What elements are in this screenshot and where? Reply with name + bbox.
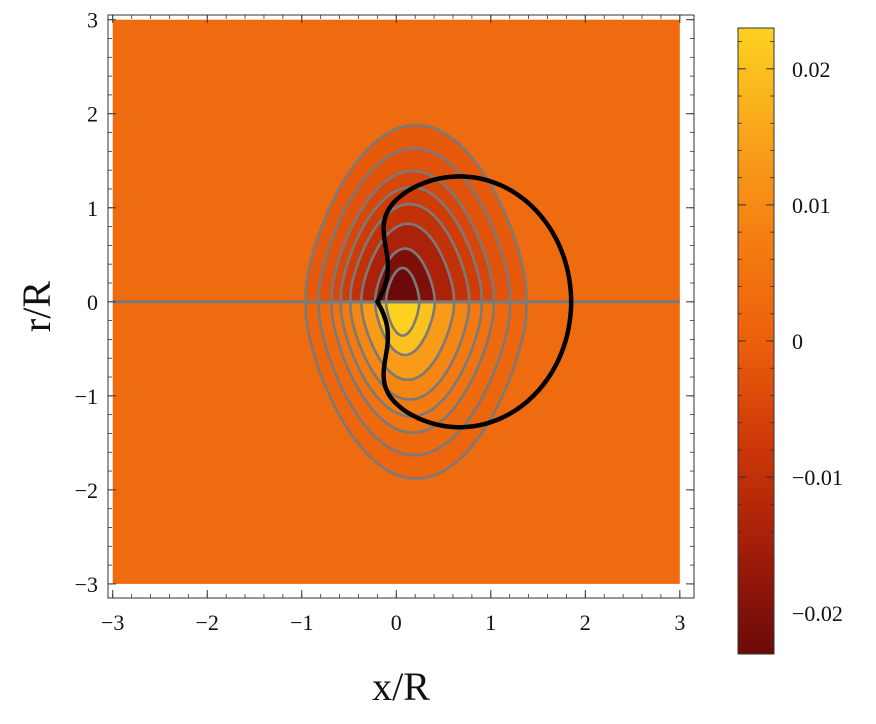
colorbar: 0.02 0.01 0 −0.01 −0.02 [737, 27, 843, 655]
y-tick-label: −2 [75, 478, 98, 503]
colorbar-tick-label: −0.02 [792, 601, 843, 626]
boundary-curve [374, 174, 574, 430]
contour-line [360, 222, 456, 304]
y-tick-label: 3 [87, 8, 98, 33]
y-tick-label: 1 [87, 196, 98, 221]
contour-line [360, 300, 456, 382]
y-axis-ticks: 3 2 1 0 −1 −2 −3 [75, 8, 694, 597]
x-tick-label: −1 [290, 610, 313, 635]
x-axis-ticks: −3 −2 −1 0 1 2 3 [101, 15, 685, 635]
x-tick-label: 3 [674, 610, 685, 635]
colorbar-tick-label: 0.01 [792, 193, 831, 218]
contour-line [384, 266, 421, 304]
contour-line [317, 147, 512, 304]
x-tick-label: −3 [101, 610, 124, 635]
contour-line [304, 300, 528, 480]
contour-line [374, 247, 436, 304]
contour-line [330, 169, 495, 304]
y-tick-label: −3 [75, 572, 98, 597]
plot-area: −3 −2 −1 0 1 2 3 3 2 1 0 −1 −2 −3 [75, 8, 695, 635]
contour-lines [304, 123, 528, 480]
colorbar-tick-label: −0.01 [792, 465, 843, 490]
colorbar-tick-label: 0 [792, 329, 803, 354]
contour-line [374, 300, 436, 357]
plot-frame [107, 14, 695, 599]
y-axis-title: r/R [14, 281, 59, 332]
contour-line [349, 202, 471, 304]
y-tick-label: 2 [87, 102, 98, 127]
x-tick-label: −2 [196, 610, 219, 635]
contour-line [304, 123, 528, 304]
y-tick-label: 0 [87, 290, 98, 315]
contour-line [330, 300, 495, 435]
colorbar-ticks: 0.02 0.01 0 −0.01 −0.02 [738, 41, 843, 641]
y-tick-label: −1 [75, 384, 98, 409]
x-tick-label: 0 [391, 610, 402, 635]
x-tick-label: 1 [485, 610, 496, 635]
contour-line [384, 300, 421, 337]
x-axis-title: x/R [372, 664, 430, 709]
contour-line [349, 300, 471, 401]
colorbar-tick-label: 0.02 [792, 57, 831, 82]
x-tick-label: 2 [580, 610, 591, 635]
contour-line [317, 300, 512, 457]
